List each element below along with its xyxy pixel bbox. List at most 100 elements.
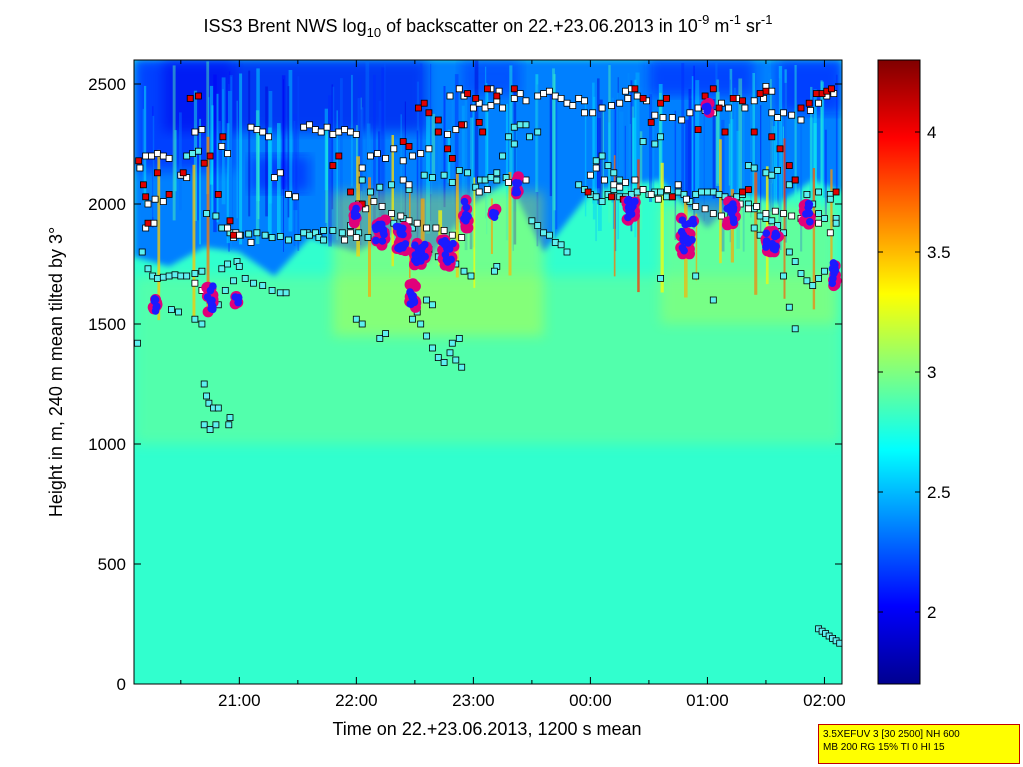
field-streak — [293, 114, 298, 211]
cyan-square-marker — [487, 174, 495, 182]
field-streak — [381, 67, 385, 227]
cyan-square-marker — [448, 178, 456, 186]
field-streak — [328, 95, 332, 247]
field-streak — [549, 92, 552, 197]
cyan-square-marker — [551, 238, 559, 246]
white-square-marker — [409, 152, 416, 160]
field-streak — [685, 119, 689, 203]
white-square-marker — [563, 99, 571, 107]
cyan-square-marker — [153, 274, 161, 282]
red-square-marker — [226, 217, 234, 225]
info-line-2: MB 200 RG 15% TI 0 HI 15 — [823, 742, 945, 753]
field-streak — [820, 81, 824, 215]
red-square-marker — [631, 85, 639, 93]
field-streak — [584, 98, 587, 217]
white-square-marker — [366, 152, 374, 160]
white-square-marker — [399, 157, 407, 165]
red-square-marker — [434, 116, 442, 124]
white-square-marker — [768, 109, 776, 117]
cyan-square-marker — [230, 277, 237, 285]
cyan-square-marker — [774, 166, 781, 174]
white-square-marker — [341, 236, 349, 244]
cyan-square-marker — [203, 210, 211, 218]
cyan-square-marker — [245, 230, 253, 238]
red-square-marker — [139, 181, 147, 189]
chart-title: ISS3 Brent NWS log10 of backscatter on 2… — [204, 12, 773, 40]
field-streak — [775, 118, 777, 249]
white-square-marker — [444, 130, 452, 138]
white-square-marker — [745, 205, 752, 213]
white-square-marker — [592, 164, 600, 172]
white-square-marker — [329, 130, 337, 138]
cyan-square-marker — [300, 229, 308, 237]
field-streak — [630, 80, 633, 232]
cyan-square-marker — [440, 171, 448, 179]
cloud-point — [378, 237, 387, 245]
field-streak — [256, 120, 259, 230]
field-streak — [152, 115, 155, 218]
field-streak — [659, 92, 662, 197]
red-square-marker — [639, 95, 647, 102]
red-square-marker — [153, 169, 161, 177]
cloud-point — [449, 239, 457, 248]
red-square-marker — [785, 162, 793, 170]
field-streak — [769, 113, 774, 212]
cyan-square-marker — [203, 392, 211, 400]
cloud-point — [415, 248, 424, 256]
cyan-square-marker — [472, 183, 480, 191]
white-square-marker — [440, 226, 448, 234]
y-tick-label: 2000 — [88, 195, 126, 214]
cyan-square-marker — [815, 274, 822, 282]
white-square-marker — [587, 171, 594, 179]
cloud-point-ring — [409, 280, 421, 292]
cyan-square-marker — [253, 229, 261, 237]
cyan-square-marker — [791, 325, 799, 333]
colorbar-ticks: 2 2.5 3 3.5 4 — [878, 123, 951, 622]
cyan-square-marker — [440, 358, 448, 366]
cyan-square-marker — [320, 236, 328, 244]
cyan-square-marker — [493, 176, 501, 184]
field-low-signal-patch — [163, 60, 427, 132]
white-square-marker — [136, 164, 144, 172]
cloud-point — [762, 229, 771, 238]
colorbar-gradient — [877, 59, 921, 685]
field-streak — [287, 86, 290, 218]
white-square-marker — [397, 212, 405, 220]
cyan-square-marker — [214, 404, 222, 412]
field-streak — [728, 123, 731, 186]
field-streak — [778, 78, 782, 251]
white-square-marker — [678, 116, 686, 124]
cloud-point — [372, 236, 380, 245]
cloud-point — [771, 245, 779, 254]
white-square-marker — [774, 114, 781, 121]
cyan-square-marker — [563, 248, 571, 256]
red-square-marker — [694, 126, 702, 133]
white-square-marker — [694, 104, 702, 112]
cyan-square-marker — [268, 234, 276, 242]
field-streak — [716, 79, 719, 184]
field-streak — [213, 74, 217, 233]
white-square-marker — [323, 123, 331, 131]
cloud-point-ring — [348, 217, 360, 229]
white-square-marker — [370, 198, 378, 206]
red-square-marker — [805, 99, 813, 107]
field-streak — [595, 113, 597, 242]
cyan-square-marker — [358, 320, 366, 328]
cloud-point — [491, 209, 500, 218]
cyan-square-marker — [261, 231, 269, 239]
cyan-square-marker — [557, 241, 565, 249]
red-square-marker — [756, 90, 764, 97]
field-precip-streak — [157, 149, 161, 321]
cyan-square-marker — [194, 147, 202, 155]
white-square-marker — [598, 104, 606, 112]
white-square-marker — [218, 142, 226, 150]
field-streak — [770, 79, 772, 215]
red-square-marker — [425, 109, 433, 117]
field-streak — [715, 91, 720, 186]
white-square-marker — [581, 97, 588, 105]
cyan-square-marker — [481, 176, 489, 184]
red-square-marker — [434, 128, 442, 136]
field-streak — [360, 97, 362, 218]
white-square-marker — [601, 176, 608, 184]
white-square-marker — [647, 190, 655, 198]
